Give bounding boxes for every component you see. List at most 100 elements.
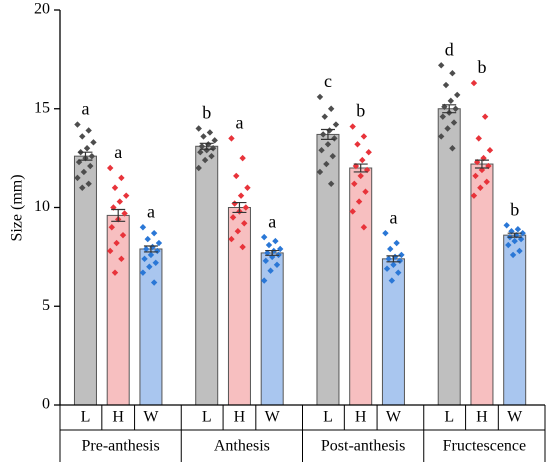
data-point <box>83 145 91 152</box>
data-point <box>231 200 238 207</box>
significance-letter: a <box>268 211 276 231</box>
data-point <box>74 121 81 128</box>
data-point <box>505 241 512 249</box>
data-point <box>239 243 246 251</box>
data-point <box>150 279 158 286</box>
data-point <box>85 180 92 187</box>
data-point <box>326 127 333 134</box>
data-point <box>390 261 397 268</box>
significance-letter: a <box>389 207 397 227</box>
significance-letter: b <box>356 101 365 121</box>
data-point <box>206 129 214 136</box>
data-point <box>200 133 207 140</box>
data-point <box>481 113 489 120</box>
data-point <box>393 239 400 247</box>
data-point <box>357 172 364 180</box>
data-point <box>387 245 394 253</box>
x-sub-label: W <box>386 409 402 426</box>
error-bar <box>386 255 401 263</box>
y-tick-label: 20 <box>34 1 50 18</box>
data-point <box>260 277 268 284</box>
data-point <box>438 62 445 69</box>
error-bar <box>143 245 158 253</box>
data-point <box>475 135 482 142</box>
data-point <box>118 255 125 263</box>
data-point <box>360 224 368 231</box>
significance-letter: c <box>324 71 332 91</box>
data-point <box>116 198 123 205</box>
error-bar <box>111 208 126 222</box>
data-point <box>79 133 86 140</box>
x-sub-label: H <box>112 409 124 426</box>
data-point <box>80 168 88 176</box>
data-point <box>509 251 517 259</box>
data-point <box>349 208 356 215</box>
data-point <box>449 145 456 152</box>
data-point <box>208 152 215 160</box>
data-point <box>233 172 240 180</box>
data-point <box>139 224 147 231</box>
data-point <box>260 233 268 241</box>
error-bar <box>265 249 280 256</box>
data-point <box>237 192 245 199</box>
significance-letter: a <box>235 113 243 133</box>
significance-letter: a <box>114 142 122 162</box>
error-bar <box>78 151 93 161</box>
data-point <box>450 119 458 126</box>
data-point <box>152 259 159 266</box>
error-bar <box>232 201 247 214</box>
bar <box>73 155 97 406</box>
data-point <box>111 184 119 191</box>
data-point <box>149 243 156 251</box>
data-point <box>276 245 284 253</box>
data-point <box>228 135 235 142</box>
data-point <box>452 105 459 112</box>
x-sub-label: L <box>444 409 454 426</box>
y-axis-label: Size (mm) <box>9 174 26 241</box>
data-point <box>113 239 120 247</box>
data-point <box>327 105 335 112</box>
data-point <box>519 229 526 237</box>
data-point <box>438 133 445 140</box>
data-point <box>110 204 117 211</box>
data-point <box>197 149 204 156</box>
data-point <box>365 149 372 156</box>
data-point <box>123 192 130 199</box>
data-point <box>118 174 125 182</box>
data-point <box>107 164 114 172</box>
data-point <box>209 145 217 152</box>
data-point <box>121 210 128 217</box>
significance-letter: b <box>202 103 211 123</box>
data-point <box>273 261 281 268</box>
data-point <box>332 121 340 128</box>
data-point <box>383 265 391 272</box>
data-point <box>382 229 389 237</box>
data-point <box>318 147 325 154</box>
y-tick-label: 15 <box>34 99 50 116</box>
significance-letter: b <box>510 199 519 219</box>
error-bar <box>353 163 368 173</box>
x-sub-label: W <box>143 409 159 426</box>
data-point <box>267 267 274 274</box>
x-sub-label: H <box>234 409 246 426</box>
data-point <box>155 239 163 247</box>
data-point <box>329 152 336 160</box>
data-point <box>316 168 324 176</box>
data-point <box>88 152 96 160</box>
data-point <box>349 123 356 130</box>
data-point <box>79 184 86 191</box>
data-point <box>203 147 210 154</box>
group-label: Post-anthesis <box>321 438 405 455</box>
x-sub-label: H <box>476 409 488 426</box>
data-point <box>517 235 525 243</box>
data-point <box>516 247 523 255</box>
data-point <box>385 255 392 263</box>
data-point <box>483 178 490 186</box>
significance-letter: b <box>477 57 486 77</box>
data-point <box>396 257 404 265</box>
data-point <box>244 184 251 191</box>
data-point <box>511 237 518 245</box>
data-point <box>321 113 328 120</box>
data-point <box>195 125 202 132</box>
